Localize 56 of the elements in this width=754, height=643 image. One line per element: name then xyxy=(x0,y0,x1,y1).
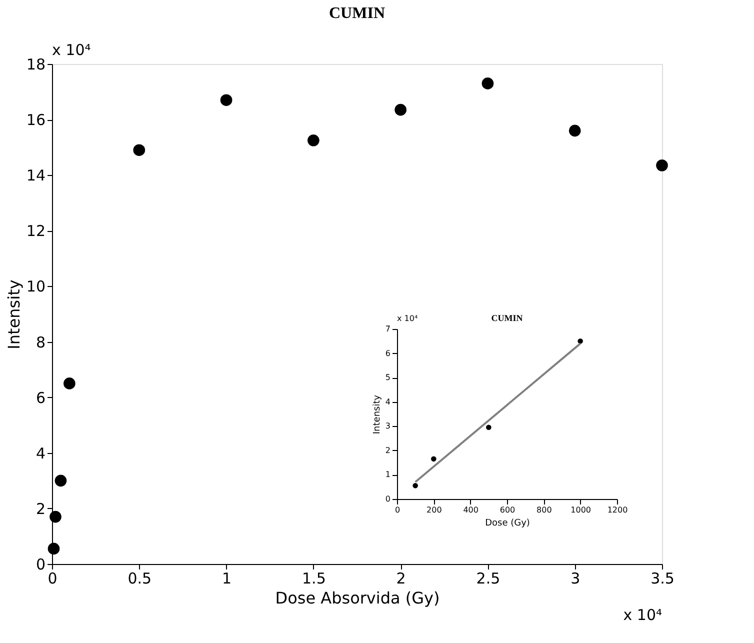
y-tick-label: 14 xyxy=(26,166,46,185)
point xyxy=(486,424,492,430)
y-tick-label: 4 xyxy=(385,397,390,406)
chart-title: CUMIN xyxy=(329,5,386,22)
y-tick-label: 16 xyxy=(26,111,46,130)
y-tick-label: 4 xyxy=(36,444,46,462)
y-tick-label: 12 xyxy=(26,222,46,240)
point xyxy=(133,144,146,156)
x-tick-label: 800 xyxy=(536,506,552,514)
chart-title: CUMIN xyxy=(491,313,524,323)
x-tick-label: 600 xyxy=(500,506,516,514)
y-tick-label: 18 xyxy=(26,56,46,74)
y-tick-label: 6 xyxy=(385,348,390,358)
x-tick-label: 0.5 xyxy=(128,570,152,588)
y-tick-label: 6 xyxy=(36,388,46,407)
point xyxy=(431,456,436,462)
x-tick-label: 3.5 xyxy=(650,570,674,588)
point xyxy=(412,483,418,488)
point xyxy=(568,124,581,137)
x-tick-label: 200 xyxy=(426,506,442,514)
point xyxy=(578,338,583,344)
x-tick-label: 2 xyxy=(396,570,406,588)
point xyxy=(656,159,668,172)
point xyxy=(54,474,67,487)
y-tick-label: 8 xyxy=(36,333,46,352)
x-tick-label: 1000 xyxy=(570,506,592,514)
y-tick-label: 3 xyxy=(385,422,390,431)
y-tick-label: 0 xyxy=(385,494,390,504)
y-tick-label: 0 xyxy=(36,556,46,574)
x-axis-title: Dose Absorvida (Gy) xyxy=(275,588,440,608)
point xyxy=(482,78,494,90)
y-axis-title: Intensity xyxy=(4,280,24,350)
point xyxy=(394,104,406,116)
point xyxy=(220,94,232,106)
x-tick-label: 0 xyxy=(48,570,58,588)
y-tick-label: 10 xyxy=(26,278,46,296)
y-tick-label: 1 xyxy=(385,470,390,480)
x-axis-title: Dose (Gy) xyxy=(485,518,530,528)
y-tick-label: 5 xyxy=(385,373,390,382)
point xyxy=(64,378,76,390)
x-tick-label: 400 xyxy=(463,506,478,514)
y-axis-title: Intensity xyxy=(372,394,382,434)
x-tick-label: 2.5 xyxy=(476,570,500,588)
x-tick-label: 1200 xyxy=(607,506,628,514)
point xyxy=(308,134,320,146)
point xyxy=(50,510,62,523)
x-tick-label: 3 xyxy=(570,570,580,588)
y-tick-label: 2 xyxy=(385,446,390,455)
y-tick-label: 7 xyxy=(385,324,390,334)
point xyxy=(48,542,60,555)
text: x 10⁴ xyxy=(623,606,662,624)
x-tick-label: 0 xyxy=(394,506,400,514)
annotation: x 10⁴ xyxy=(397,314,418,323)
x-tick-label: 1.5 xyxy=(302,570,326,588)
text: x 10⁴ xyxy=(52,41,91,59)
x-tick-label: 1 xyxy=(222,570,232,588)
